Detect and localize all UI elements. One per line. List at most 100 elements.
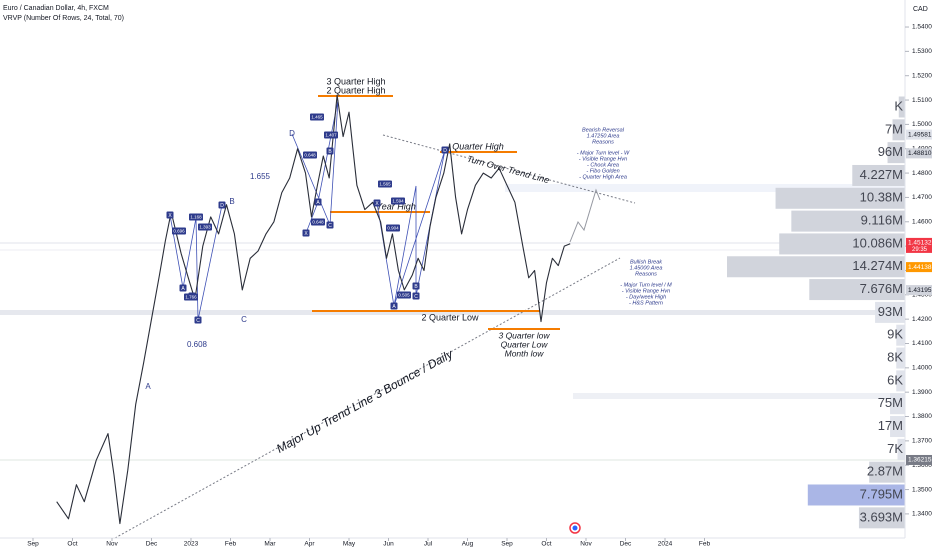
note-text: Bullish Break [630, 259, 662, 265]
annotation: 0.608 [187, 340, 208, 349]
y-tick-label: 1.47000 [912, 194, 932, 201]
y-tick-label: 1.53000 [912, 48, 932, 55]
y-tick-label: 1.52000 [912, 72, 932, 79]
ratio-box [386, 224, 400, 232]
volume-label: 2.87M [867, 464, 903, 479]
x-tick-label: Oct [67, 541, 77, 548]
pattern-point: C [414, 294, 418, 300]
note-text: Reasons [592, 139, 614, 145]
ratio-box [189, 213, 203, 221]
note-text: - Visible Range Hvn [622, 288, 671, 294]
y-tick-label: 1.54000 [912, 24, 932, 31]
volume-bar [858, 507, 905, 529]
volume-label: 93M [878, 304, 903, 319]
volume-bar [898, 96, 905, 118]
y-tick-label: 1.42000 [912, 316, 932, 323]
volume-bar [896, 370, 905, 392]
volume-bar [896, 347, 905, 369]
pattern-point-box [373, 199, 381, 207]
note-text: - Major Turn level - W [577, 150, 630, 156]
volume-bar [896, 324, 905, 346]
volume-bar [775, 187, 905, 209]
pattern-ratio: 1.407 [325, 133, 337, 138]
note-text: - Major Turn level / M [620, 282, 672, 288]
pattern-ratio: 0.696 [173, 229, 185, 234]
annotation: C [241, 315, 247, 324]
price-line [56, 94, 571, 525]
y-tick-label: 1.39000 [912, 389, 932, 396]
pattern-point-box [412, 282, 420, 290]
volume-label: 3.693M [860, 509, 903, 524]
background-bands [0, 184, 905, 461]
volume-label: 10.086M [852, 235, 903, 250]
ratio-box [198, 223, 212, 231]
pattern-point-box [326, 147, 334, 155]
x-tick-label: Mar [264, 541, 276, 548]
x-tick-label: Apr [304, 541, 315, 548]
pattern-point: B [328, 149, 332, 155]
note-text: 1.45000 Area [630, 265, 663, 271]
annotation: Year High [376, 201, 416, 211]
annotation: D [289, 129, 295, 138]
pattern-point-box [302, 229, 310, 237]
x-tick-label: Dec [620, 541, 632, 548]
pattern-ratio: 1.465 [311, 115, 323, 120]
price-label: 1.45132 [908, 240, 932, 247]
projection-line [569, 188, 601, 243]
volume-label: 14.274M [852, 258, 903, 273]
price-label-box [906, 129, 932, 140]
annotation: 1.655 [250, 172, 271, 181]
ratio-box [310, 113, 324, 121]
y-tick-label: 1.51000 [912, 97, 932, 104]
volume-label: 8K [887, 349, 903, 364]
y-tick-label: 1.34000 [912, 511, 932, 518]
volume-label: 7M [885, 121, 903, 136]
note-text: - Quarter High Area [579, 174, 627, 180]
annotation: Month low [505, 348, 545, 358]
note-text: 1.47250 Area [587, 133, 620, 139]
pattern-point-box [326, 221, 334, 229]
y-tick-label: 1.37000 [912, 438, 932, 445]
y-tick-label: 1.38000 [912, 413, 932, 420]
pattern-point: A [316, 200, 320, 206]
price-label: 1.48810 [908, 150, 932, 157]
volume-bar [887, 142, 905, 164]
pattern-ratio: 1.565 [379, 182, 391, 187]
volume-label: 4.227M [860, 167, 903, 182]
event-icon[interactable] [572, 525, 578, 531]
price-label-box [906, 148, 932, 159]
volume-label: 75M [878, 395, 903, 410]
ratio-box [303, 151, 317, 159]
y-tick-label: 1.40000 [912, 365, 932, 372]
annotation: 2 Quarter Low [421, 312, 479, 322]
countdown: 29:35 [912, 247, 928, 253]
pattern-line [376, 149, 446, 307]
annotation: 2 Quarter High [326, 85, 385, 95]
pattern-ratio: 1.766 [185, 295, 197, 300]
x-tick-label: Aug [462, 541, 474, 548]
trend-line [382, 134, 636, 204]
volume-label: 6K [887, 372, 903, 387]
volume-label: 7.795M [860, 486, 903, 501]
pattern-point: X [168, 213, 172, 219]
x-tick-label: Jul [424, 541, 433, 548]
ratio-box [311, 218, 325, 226]
volume-bar [727, 256, 905, 278]
annotation: 3 Quarter High [326, 76, 385, 86]
price-label: 1.36215 [908, 457, 932, 464]
pattern-ratio: 0.648 [304, 153, 316, 158]
x-tick-label: Feb [225, 541, 237, 548]
pattern-ratio: 1.594 [392, 199, 404, 204]
ratio-box [172, 227, 186, 235]
note-text: Reasons [635, 271, 657, 277]
x-tick-label: 2024 [658, 541, 673, 548]
x-tick-label: Jun [383, 541, 394, 548]
volume-label: 7.676M [860, 281, 903, 296]
annotation: B [229, 197, 234, 206]
note-text: - Visible Range Hvn [579, 156, 628, 162]
volume-label: 9.116M [861, 213, 903, 228]
volume-bar [809, 279, 905, 301]
